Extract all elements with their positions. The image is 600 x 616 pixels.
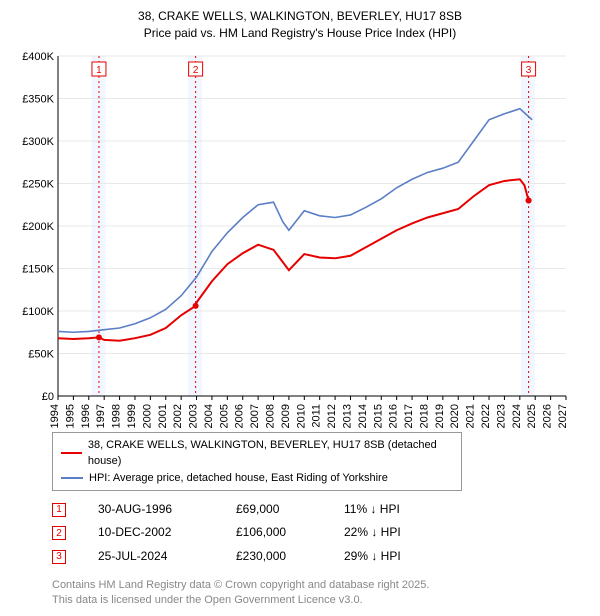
svg-text:1996: 1996 [80,404,92,428]
chart-plot-area: £0 £50K £100K £150K £200K £250K £300K £350K £400… [10,48,590,428]
sale-price: £69,000 [236,502,316,516]
sale-diff: 22% ↓ HPI [344,525,434,539]
svg-text:2023: 2023 [495,404,507,428]
legend-swatch [61,477,83,479]
svg-text:2012: 2012 [326,404,338,428]
svg-text:2007: 2007 [249,404,261,428]
svg-text:2005: 2005 [218,404,230,428]
svg-text:2027: 2027 [557,404,569,428]
svg-text:2014: 2014 [357,404,369,428]
svg-text:2015: 2015 [372,404,384,428]
sale-marker-icon: 1 [52,503,66,517]
footer-line-2: This data is licensed under the Open Gov… [52,593,590,608]
svg-text:£150K: £150K [22,263,54,275]
svg-text:£100K: £100K [22,306,54,318]
sale-price: £106,000 [236,525,316,539]
svg-text:£50K: £50K [28,348,54,360]
legend-label: HPI: Average price, detached house, East… [89,470,388,487]
svg-text:2008: 2008 [265,404,277,428]
svg-text:2022: 2022 [480,404,492,428]
sale-marker-icon: 3 [52,550,66,564]
svg-text:2000: 2000 [141,404,153,428]
svg-text:£300K: £300K [22,136,54,148]
table-row: 1 30-AUG-1996 £69,000 11% ↓ HPI [52,497,590,521]
svg-text:3: 3 [526,65,532,76]
svg-text:2002: 2002 [172,404,184,428]
svg-text:2001: 2001 [157,404,169,428]
svg-text:2006: 2006 [234,404,246,428]
sale-date: 30-AUG-1996 [98,502,208,516]
line-chart-svg: £0 £50K £100K £150K £200K £250K £300K £350K £400… [10,48,570,428]
table-row: 3 25-JUL-2024 £230,000 29% ↓ HPI [52,544,590,568]
svg-text:2024: 2024 [511,404,523,428]
title-line-1: 38, CRAKE WELLS, WALKINGTON, BEVERLEY, H… [10,8,590,25]
svg-text:£0: £0 [42,391,54,403]
svg-text:2011: 2011 [311,404,323,428]
chart-container: 38, CRAKE WELLS, WALKINGTON, BEVERLEY, H… [0,0,600,616]
svg-text:1998: 1998 [111,404,123,428]
svg-text:£350K: £350K [22,93,54,105]
svg-text:2025: 2025 [526,404,538,428]
svg-text:2018: 2018 [418,404,430,428]
legend-item: 38, CRAKE WELLS, WALKINGTON, BEVERLEY, H… [61,437,453,470]
svg-text:1995: 1995 [64,404,76,428]
footer-line-1: Contains HM Land Registry data © Crown c… [52,578,590,593]
svg-text:2026: 2026 [542,404,554,428]
svg-text:2013: 2013 [341,404,353,428]
svg-text:2003: 2003 [188,404,200,428]
chart-title: 38, CRAKE WELLS, WALKINGTON, BEVERLEY, H… [10,8,590,42]
svg-text:2016: 2016 [388,404,400,428]
svg-text:2009: 2009 [280,404,292,428]
sale-diff: 11% ↓ HPI [344,502,434,516]
svg-text:1997: 1997 [95,404,107,428]
svg-text:£250K: £250K [22,178,54,190]
title-line-2: Price paid vs. HM Land Registry's House … [10,25,590,42]
svg-text:2019: 2019 [434,404,446,428]
sales-table: 1 30-AUG-1996 £69,000 11% ↓ HPI 2 10-DEC… [52,497,590,568]
sale-diff: 29% ↓ HPI [344,549,434,563]
footer-attribution: Contains HM Land Registry data © Crown c… [52,578,590,609]
svg-text:2017: 2017 [403,404,415,428]
legend-label: 38, CRAKE WELLS, WALKINGTON, BEVERLEY, H… [88,437,453,470]
legend-swatch [61,452,82,454]
sale-marker-icon: 2 [52,526,66,540]
svg-text:2010: 2010 [295,404,307,428]
svg-text:2021: 2021 [465,404,477,428]
svg-text:1: 1 [96,65,102,76]
sale-price: £230,000 [236,549,316,563]
legend-item: HPI: Average price, detached house, East… [61,470,453,487]
svg-text:1999: 1999 [126,404,138,428]
svg-text:2020: 2020 [449,404,461,428]
svg-text:£200K: £200K [22,221,54,233]
table-row: 2 10-DEC-2002 £106,000 22% ↓ HPI [52,521,590,545]
legend: 38, CRAKE WELLS, WALKINGTON, BEVERLEY, H… [52,432,462,492]
svg-text:£400K: £400K [22,51,54,63]
svg-text:2004: 2004 [203,404,215,428]
svg-text:1994: 1994 [49,404,61,428]
sale-date: 25-JUL-2024 [98,549,208,563]
sale-date: 10-DEC-2002 [98,525,208,539]
svg-text:2: 2 [193,65,199,76]
